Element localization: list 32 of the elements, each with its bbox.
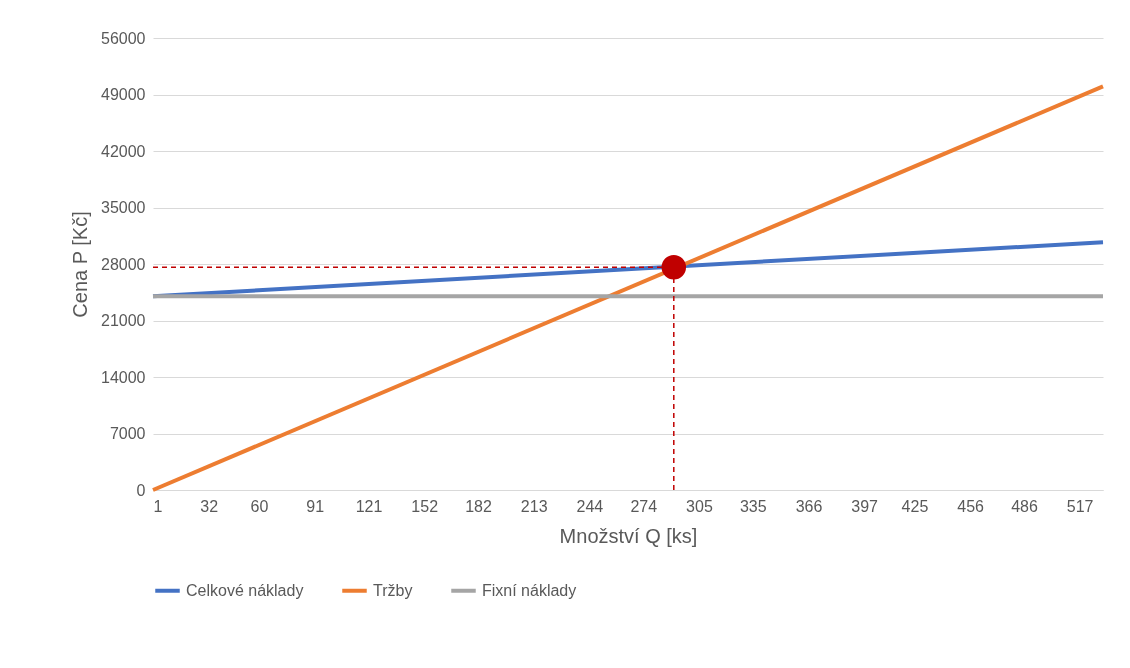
legend-label: Celkové náklady <box>186 581 304 599</box>
x-tick-label: 456 <box>957 497 985 515</box>
x-axis-title: Množství Q [ks] <box>559 524 698 547</box>
x-tick-label: 213 <box>520 497 548 515</box>
y-tick-label: 28000 <box>101 255 146 273</box>
y-tick-label: 56000 <box>101 29 146 47</box>
y-tick-label: 21000 <box>101 312 146 329</box>
x-tick-label: 425 <box>901 497 929 515</box>
y-tick-label: 35000 <box>101 199 146 216</box>
x-tick-label: 152 <box>411 497 439 515</box>
x-tick-label: 121 <box>355 497 383 515</box>
y-tick-label: 42000 <box>101 142 146 160</box>
x-tick-label: 32 <box>200 497 219 515</box>
x-tick-label: 244 <box>576 497 604 515</box>
x-tick-label: 517 <box>1066 497 1094 515</box>
y-tick-label: 0 <box>136 481 146 499</box>
x-tick-label: 397 <box>851 497 879 515</box>
x-tick-label: 335 <box>739 497 767 515</box>
y-axis-title: Cena P [Kč] <box>69 211 92 318</box>
x-tick-label: 182 <box>465 497 492 515</box>
legend-label: Tržby <box>373 581 413 599</box>
y-tick-label: 49000 <box>101 86 146 103</box>
x-tick-label: 91 <box>306 497 325 515</box>
x-tick-label: 366 <box>795 497 823 515</box>
legend-label: Fixní náklady <box>482 581 577 599</box>
x-tick-label: 486 <box>1011 497 1038 515</box>
x-tick-label: 60 <box>250 497 269 515</box>
y-tick-label: 7000 <box>109 425 146 442</box>
x-tick-label: 305 <box>686 497 713 515</box>
x-tick-label: 274 <box>630 497 658 515</box>
y-tick-label: 14000 <box>101 368 146 386</box>
x-tick-label: 1 <box>153 497 163 515</box>
